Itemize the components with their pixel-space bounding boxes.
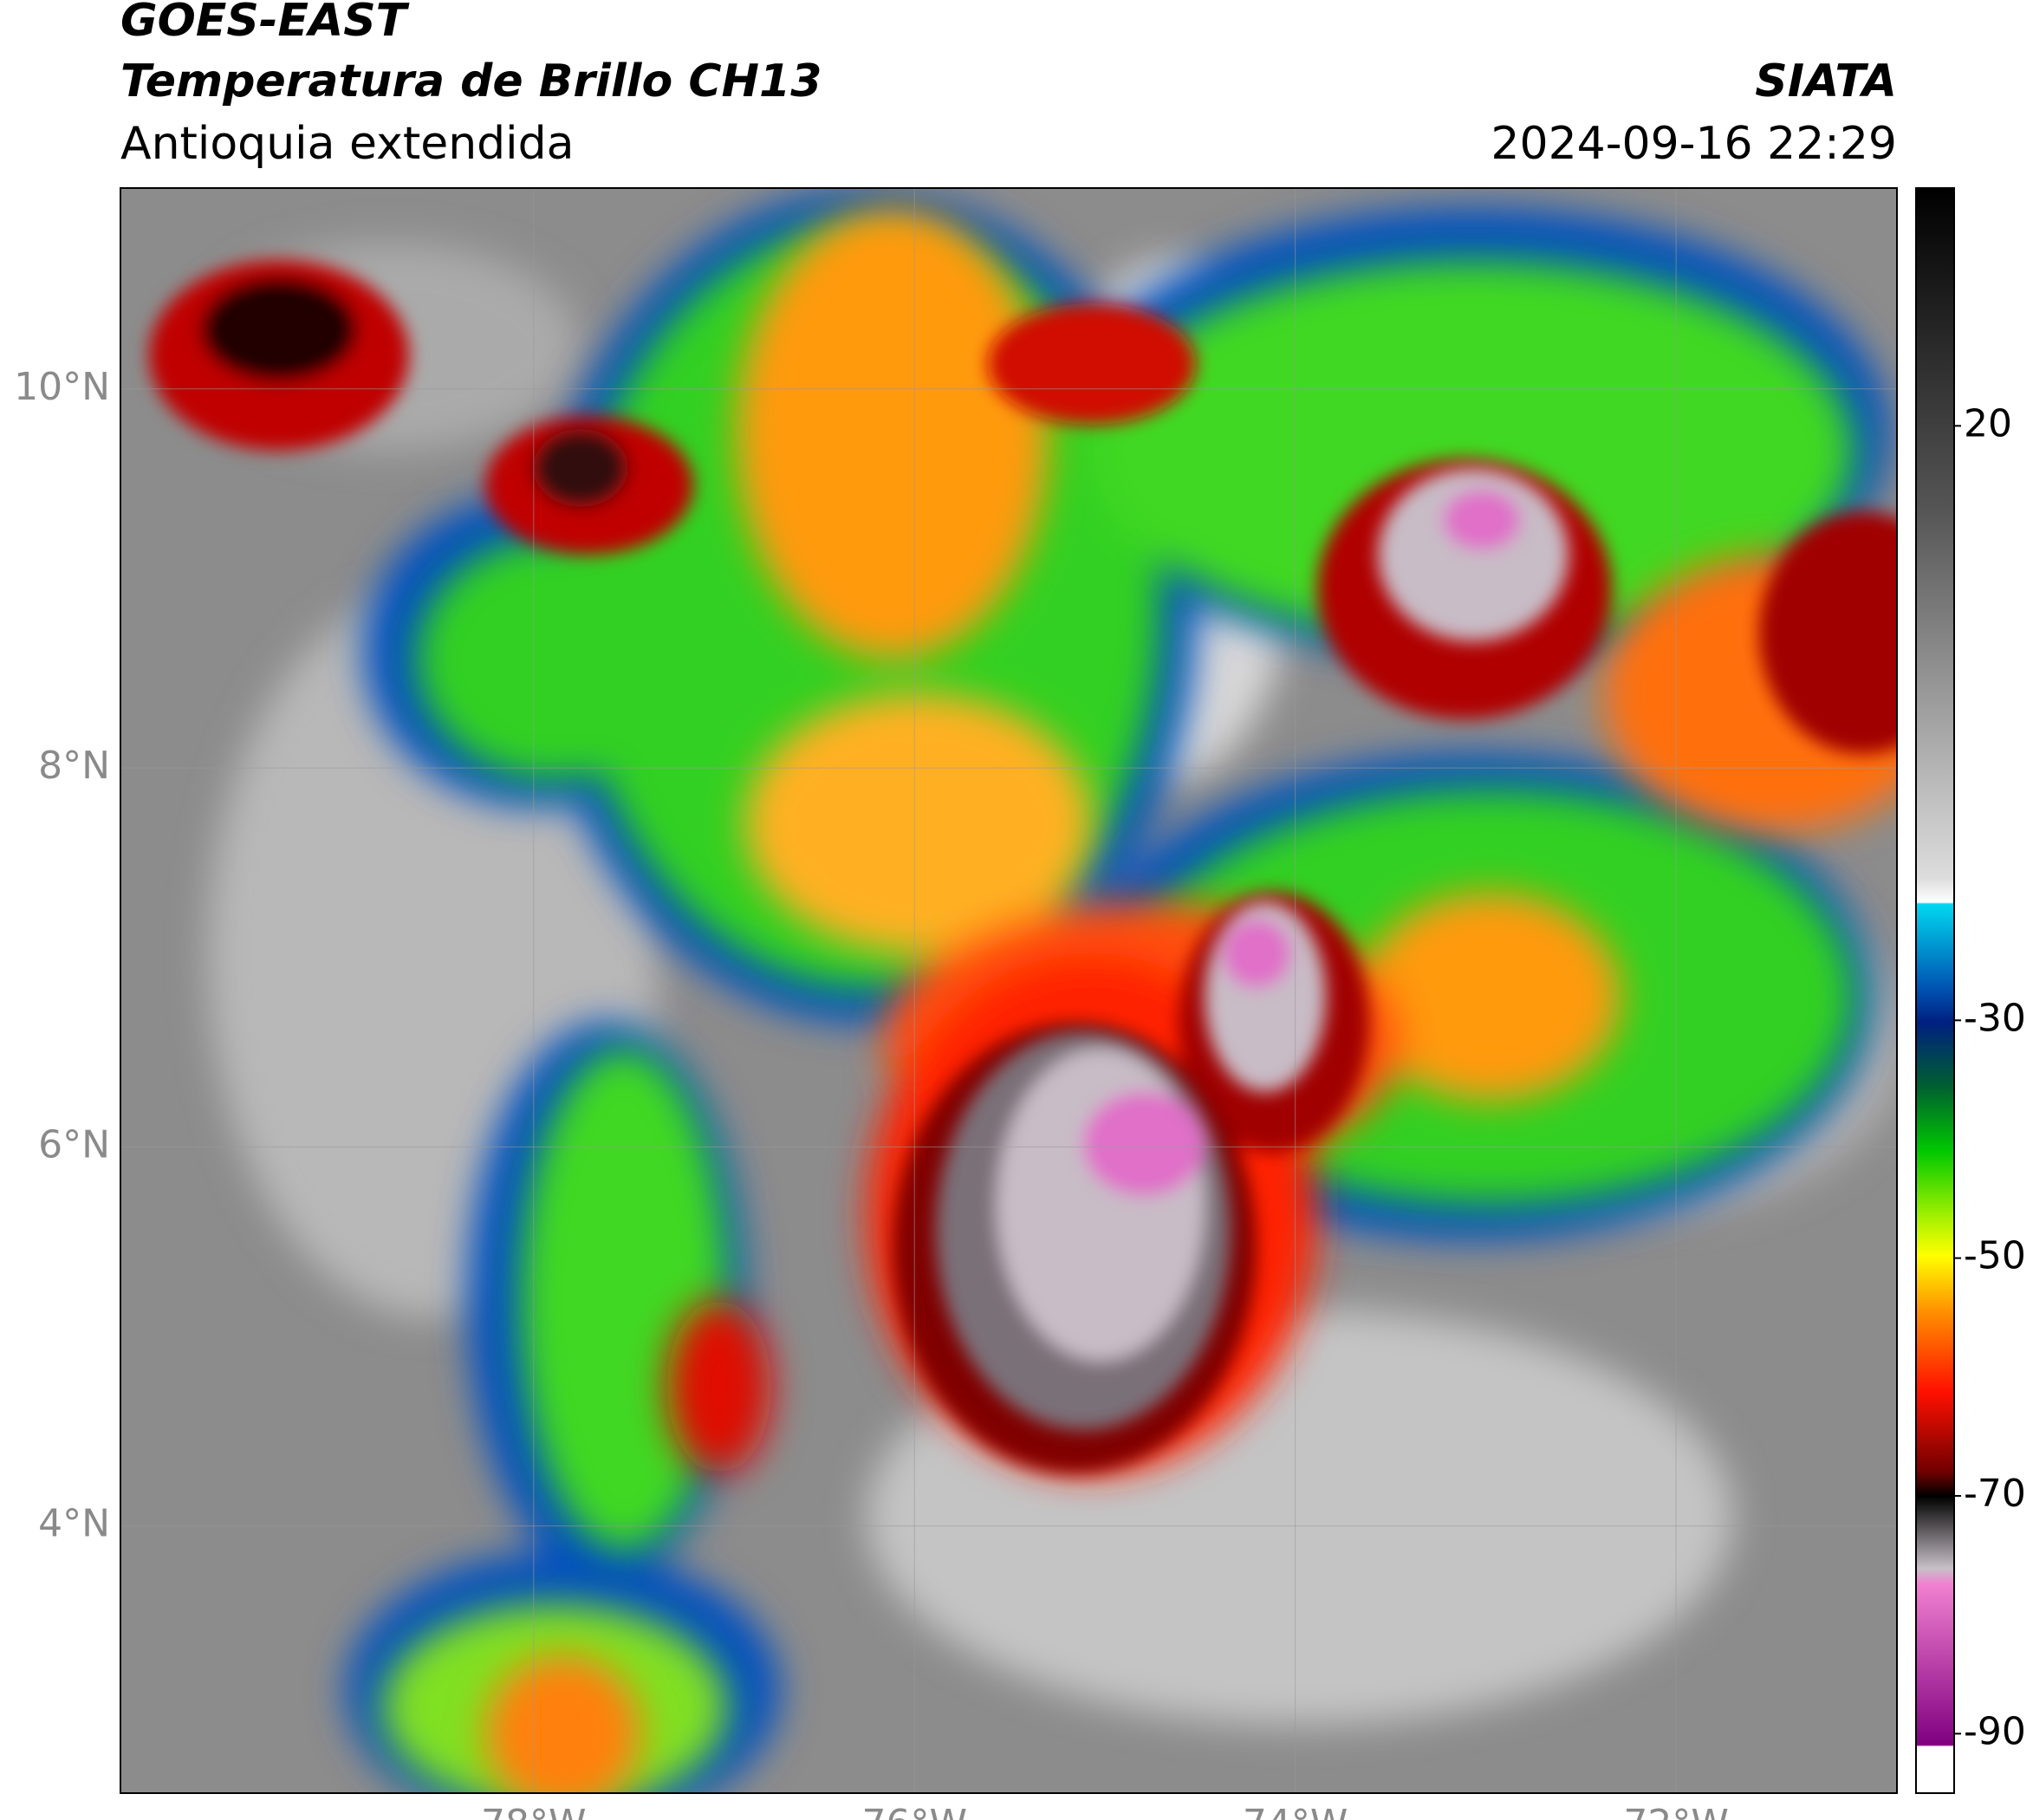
satellite-image <box>120 188 1897 1793</box>
subtitle: Temperatura de Brillo CH13 <box>120 55 822 107</box>
y-tick-label: 6°N <box>38 1122 110 1167</box>
x-tick-label: 76°W <box>861 1802 967 1820</box>
colorbar-label: -90 <box>1964 1709 2026 1753</box>
y-tick-label: 10°N <box>14 365 110 409</box>
y-tick-label: 8°N <box>38 744 110 788</box>
map-frame <box>120 187 1898 1794</box>
x-tick-label: 74°W <box>1243 1802 1348 1820</box>
datetime: 2024-09-16 22:29 <box>1491 118 1897 170</box>
x-tick-label: 72°W <box>1623 1802 1729 1820</box>
y-tick-label: 4°N <box>38 1502 110 1546</box>
colorbar <box>1915 187 1955 1794</box>
title: GOES-EAST <box>120 0 410 47</box>
grid <box>120 188 1897 1793</box>
colorbar-label: -70 <box>1964 1472 2026 1516</box>
x-tick-label: 78°W <box>481 1802 587 1820</box>
region: Antioquia extendida <box>120 118 575 170</box>
source: SIATA <box>1755 55 1897 107</box>
colorbar-label: 20 <box>1964 401 2012 445</box>
colorbar-label: -50 <box>1964 1234 2026 1278</box>
colorbar-label: -30 <box>1964 996 2026 1040</box>
